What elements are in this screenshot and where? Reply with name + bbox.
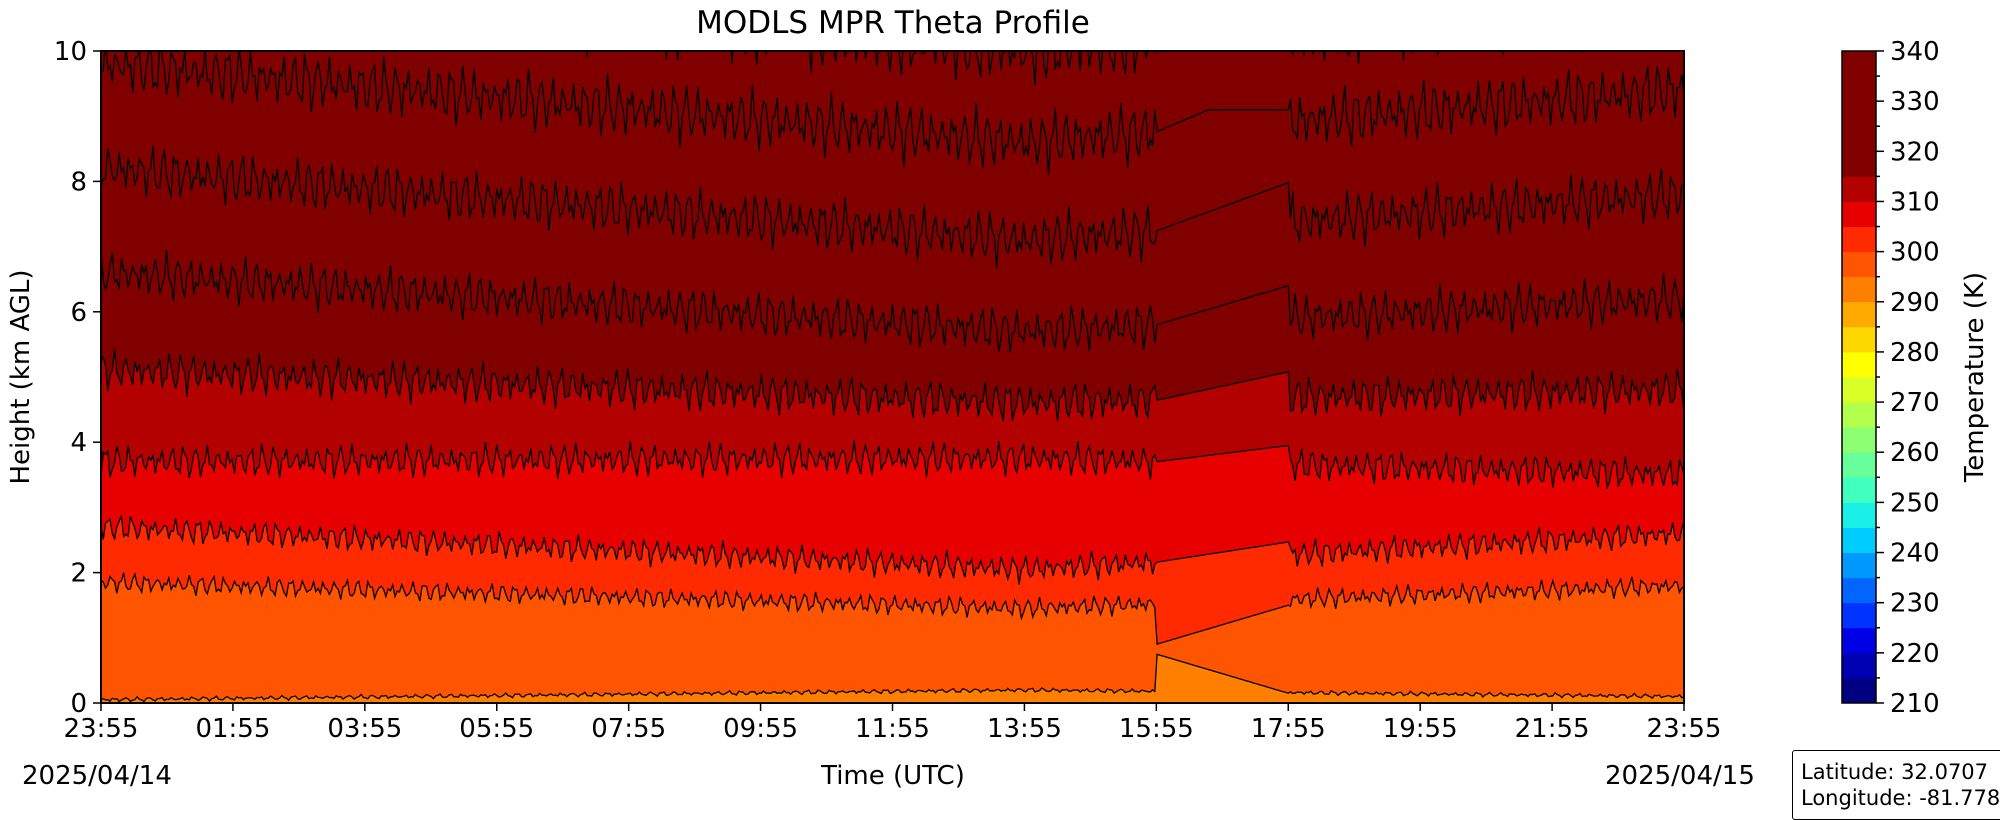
colorbar-segment	[1842, 101, 1876, 127]
longitude-text: Longitude: -81.7783	[1801, 786, 2000, 810]
colorbar-tick-label: 340	[1890, 37, 1940, 67]
colorbar-label: Temperature (K)	[1960, 272, 1990, 483]
band-312.5K	[101, 348, 1684, 488]
x-tick-label: 21:55	[1515, 714, 1590, 744]
contour-330K	[101, 51, 1684, 175]
x-tick-label: 17:55	[1251, 714, 1326, 744]
colorbar-tick-label: 230	[1890, 589, 1940, 619]
colorbar-tick-label: 260	[1890, 438, 1940, 468]
colorbar-segment	[1842, 276, 1876, 303]
band-297.5K	[101, 572, 1684, 702]
colorbar-tick-label: 300	[1890, 238, 1940, 268]
band-302.5K	[101, 515, 1684, 645]
colorbar-segment	[1842, 527, 1876, 554]
y-tick-label: 0	[70, 689, 87, 719]
colorbar-tick-label: 210	[1890, 689, 1940, 719]
end-date: 2025/04/15	[1605, 761, 1755, 791]
colorbar-segment	[1842, 452, 1876, 478]
colorbar-segment	[1842, 76, 1876, 102]
x-tick-label: 09:55	[723, 714, 798, 744]
y-tick-label: 6	[70, 298, 87, 328]
x-tick-label: 03:55	[327, 714, 402, 744]
colorbar-segment	[1842, 652, 1876, 679]
y-axis: 0 2 4 6 8 10	[54, 37, 101, 719]
band-332.5K	[101, 51, 1684, 175]
colorbar-tick-label: 270	[1890, 388, 1940, 418]
x-axis: 23:55 01:55 03:55 05:55 07:55 09:55 11:55 13:55…	[64, 703, 1722, 744]
colorbar-segment	[1842, 577, 1876, 604]
y-tick-label: 10	[54, 37, 87, 67]
colorbar-segment	[1842, 477, 1876, 503]
y-axis-label: Height (km AGL)	[6, 269, 36, 484]
colorbar-segment	[1842, 51, 1876, 77]
colorbar-tick-label: 240	[1890, 539, 1940, 569]
contour-325K	[101, 145, 1684, 268]
colorbar-tick-label: 280	[1890, 338, 1940, 368]
x-tick-label: 23:55	[64, 714, 139, 744]
chart-title: MODLS MPR Theta Profile	[696, 5, 1090, 41]
colorbar-segment	[1842, 602, 1876, 629]
contour-lines	[101, 51, 1684, 703]
contour-300K	[101, 572, 1684, 645]
colorbar-segment	[1842, 151, 1876, 177]
colorbar-segment	[1842, 251, 1876, 278]
chart-figure: MODLS MPR Theta Profile 0 2 4 6 8 10 23:55 01:…	[6, 5, 1990, 791]
plot-area	[101, 51, 1684, 703]
colorbar-tick-label: 250	[1890, 488, 1940, 518]
x-tick-label: 23:55	[1647, 714, 1722, 744]
colorbar-segment	[1842, 176, 1876, 202]
colorbar-axis: 210 220 230 240 250 260 270 280 290 300 310 320 330 3…	[1876, 37, 1940, 719]
start-date: 2025/04/14	[22, 761, 172, 791]
x-tick-label: 13:55	[987, 714, 1062, 744]
colorbar-tick-label: 220	[1890, 639, 1940, 669]
colorbar-segment	[1842, 126, 1876, 152]
colorbar-segment	[1842, 326, 1876, 353]
y-tick-label: 4	[70, 428, 87, 458]
contour-310K	[101, 440, 1684, 490]
colorbar-segment	[1842, 201, 1876, 228]
colorbar-segment	[1842, 301, 1876, 328]
colorbar-segment	[1842, 377, 1876, 403]
latitude-text: Latitude: 32.0707	[1801, 760, 1989, 784]
x-tick-label: 01:55	[195, 714, 270, 744]
y-tick-label: 8	[70, 167, 87, 197]
station-info-box: Latitude: 32.0707 Longitude: -81.7783	[1792, 750, 2000, 820]
contour-305K	[101, 515, 1684, 585]
contour-320K	[101, 250, 1684, 353]
band-337.5K	[532, 51, 1583, 85]
x-tick-label: 05:55	[459, 714, 534, 744]
band-327.5K	[101, 51, 1684, 268]
colorbar-segment	[1842, 552, 1876, 579]
x-tick-label: 19:55	[1383, 714, 1458, 744]
colorbar-segment	[1842, 627, 1876, 654]
colorbar-tick-label: 310	[1890, 187, 1940, 217]
x-axis-label: Time (UTC)	[820, 761, 965, 791]
colorbar-segment	[1842, 677, 1876, 704]
colorbar-segment	[1842, 427, 1876, 453]
contour-295K	[101, 653, 1684, 703]
x-tick-label: 07:55	[591, 714, 666, 744]
y-tick-label: 2	[70, 559, 87, 589]
colorbar-segment	[1842, 351, 1876, 378]
x-tick-label: 15:55	[1119, 714, 1194, 744]
colorbar-segment	[1842, 502, 1876, 528]
temperature-bands	[101, 51, 1684, 703]
colorbar-tick-label: 330	[1890, 87, 1940, 117]
colorbar-tick-label: 320	[1890, 137, 1940, 167]
colorbar	[1842, 51, 1876, 704]
x-tick-label: 11:55	[855, 714, 930, 744]
contour-315K	[101, 348, 1684, 422]
colorbar-segment	[1842, 226, 1876, 253]
colorbar-segment	[1842, 402, 1876, 428]
colorbar-tick-label: 290	[1890, 288, 1940, 318]
